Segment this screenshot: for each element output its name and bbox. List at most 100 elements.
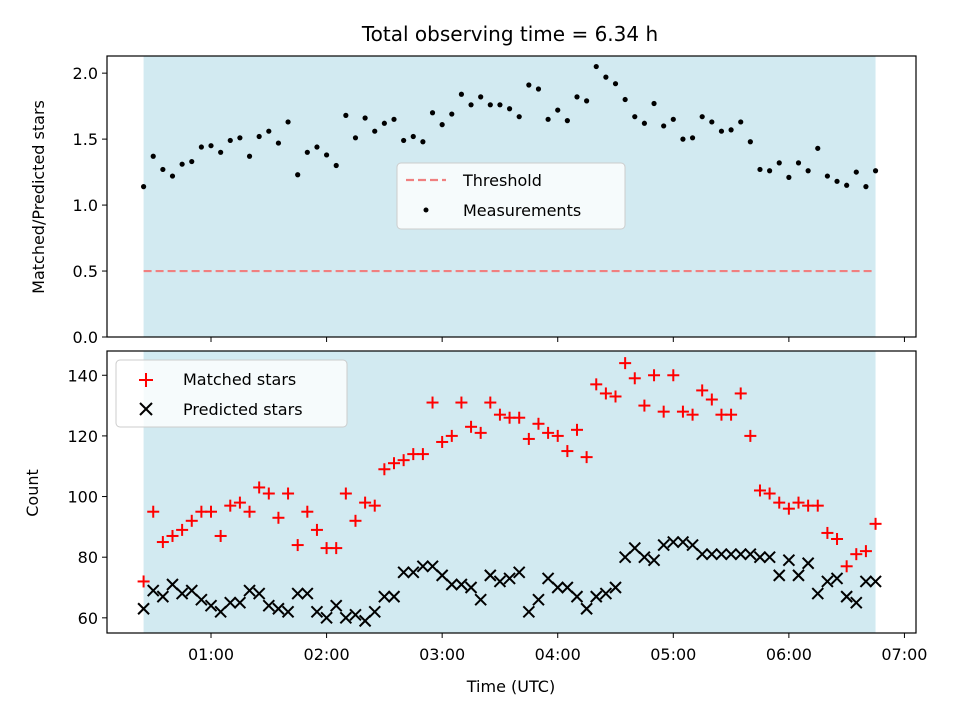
measurement-point [275, 140, 282, 146]
matched-point [359, 496, 372, 509]
measurement-point [420, 139, 426, 145]
predicted-point [503, 572, 516, 585]
predicted-point [301, 587, 314, 600]
measurement-point [198, 144, 204, 150]
measurement-point [506, 106, 513, 112]
legend-box [396, 162, 626, 230]
measurement-point [834, 178, 840, 184]
matched-point [455, 396, 468, 409]
predicted-point [166, 578, 179, 591]
predicted-point [262, 599, 276, 612]
matched-point [753, 484, 766, 497]
measurement-point [670, 116, 676, 122]
legend-threshold-label: Threshold [462, 171, 542, 190]
measurement-point [468, 102, 474, 108]
measurement-point [718, 128, 725, 134]
predicted-point-d2 [252, 587, 266, 600]
measurement-point [574, 94, 580, 100]
measurement-point [285, 119, 291, 125]
x-axis-ticks: 01:00 02:00 03:00 04:00 05:00 06:00 07:00 [188, 633, 927, 664]
measurement-point [872, 168, 879, 174]
predicted-point-d2 [811, 587, 824, 600]
matched-point [513, 411, 526, 424]
predicted-point [638, 550, 651, 564]
predicted-point-d2 [204, 599, 218, 612]
matched-point [532, 417, 545, 430]
measurement-point [680, 136, 686, 142]
matched-point [224, 499, 237, 512]
predicted-point [773, 569, 786, 582]
predicted-point-d2 [618, 550, 632, 564]
predicted-point [484, 569, 497, 582]
predicted-point [291, 587, 304, 600]
x-tick-label: 04:00 [535, 645, 581, 664]
measurement-point [535, 86, 542, 92]
predicted-point-d2 [281, 605, 295, 618]
matched-point [831, 533, 844, 545]
predicted-point-d2 [590, 590, 603, 603]
matched-point [522, 432, 535, 445]
matched-point [638, 399, 651, 412]
predicted-point [224, 596, 237, 609]
legend-matched-swatch [139, 373, 153, 387]
predicted-point-d2 [349, 608, 362, 622]
predicted-point-d2 [695, 547, 709, 561]
predicted-point-d2 [763, 550, 776, 564]
matched-point [272, 511, 285, 524]
predicted-point-d2 [840, 590, 853, 603]
predicted-point-d2 [407, 566, 420, 579]
predicted-point [339, 611, 353, 625]
matched-point [561, 445, 574, 458]
predicted-point-d2 [185, 584, 198, 597]
predicted-point-d2 [426, 560, 439, 573]
predicted-point-d2 [291, 587, 304, 600]
predicted-point [387, 590, 401, 603]
predicted-point-d2 [570, 590, 584, 603]
predicted-point [801, 557, 815, 570]
measurement-point [478, 94, 484, 100]
predicted-point-d2 [667, 535, 680, 549]
predicted-point [561, 581, 574, 594]
predicted-point-d2 [628, 541, 641, 555]
predicted-point [657, 538, 670, 552]
predicted-point [330, 599, 343, 612]
y-tick-label: 0.0 [73, 328, 98, 347]
predicted-point-d2 [782, 554, 796, 567]
measurement-point [218, 149, 224, 155]
y-tick-label: 140 [67, 366, 98, 385]
predicted-point-d2 [368, 605, 381, 618]
measurement-point [661, 123, 667, 129]
predicted-point [349, 608, 362, 622]
matched-point [330, 542, 343, 555]
measurement-point [401, 137, 407, 144]
predicted-point-d2 [773, 569, 786, 582]
measurement-point [844, 182, 850, 188]
measurement-point [622, 96, 628, 103]
predicted-point-d2 [445, 578, 458, 591]
matched-point [301, 505, 314, 518]
y-tick-label: 120 [67, 427, 98, 446]
predicted-point [532, 593, 545, 606]
predicted-point [541, 572, 555, 585]
measurement-point [728, 127, 734, 133]
matched-point [262, 487, 275, 500]
predicted-point [599, 587, 613, 600]
predicted-point [435, 569, 449, 582]
predicted-point-d2 [137, 602, 150, 615]
measurement-point [208, 143, 214, 149]
predicted-point [185, 584, 198, 597]
predicted-point-d2 [512, 566, 526, 579]
predicted-point-d2 [214, 605, 227, 618]
predicted-point-d2 [744, 547, 757, 561]
predicted-point [252, 587, 266, 600]
measurement-point [786, 174, 792, 180]
predicted-point [137, 602, 150, 615]
predicted-point [686, 538, 699, 552]
measurement-point [179, 161, 185, 167]
measurement-point [815, 145, 821, 151]
matched-point [397, 454, 410, 467]
matched-point [580, 451, 593, 464]
y-axis-ticks: 0.0 0.5 1.0 1.5 2.0 [73, 64, 107, 347]
predicted-point [493, 575, 507, 588]
